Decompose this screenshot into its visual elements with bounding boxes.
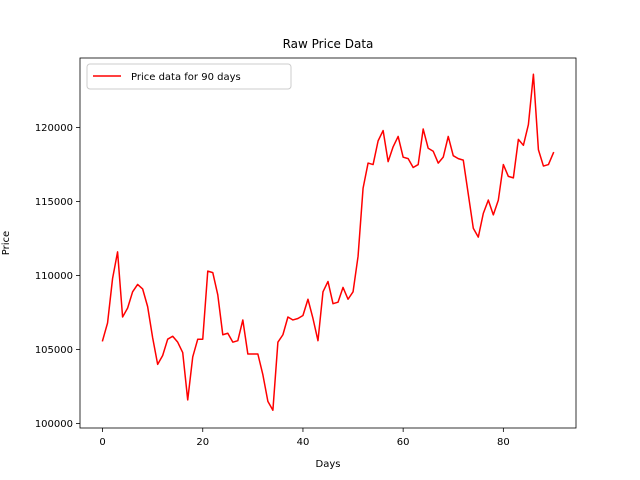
legend-box — [86, 63, 292, 90]
y-tick-label: 110000 — [35, 271, 73, 282]
axes-frame — [79, 57, 577, 429]
legend: Price data for 90 days — [86, 63, 292, 90]
x-tick-label: 40 — [297, 437, 310, 448]
y-tick-label: 105000 — [35, 345, 73, 356]
y-tick-label: 115000 — [35, 197, 73, 208]
x-tick-label: 60 — [397, 437, 410, 448]
y-axis-label: Price — [1, 231, 12, 255]
chart-title: Raw Price Data — [283, 37, 374, 51]
x-tick-label: 0 — [99, 437, 105, 448]
series-line-0 — [101, 73, 555, 411]
y-tick-label: 100000 — [35, 419, 73, 430]
x-tick-label: 20 — [196, 437, 209, 448]
legend-label: Price data for 90 days — [131, 72, 241, 83]
x-axis-label: Days — [316, 459, 341, 470]
y-tick-label: 120000 — [35, 123, 73, 134]
x-tick-label: 80 — [497, 437, 510, 448]
plot-area: 0 20 40 60 80 100000 105000 110000 115000 120000 — [35, 57, 577, 448]
